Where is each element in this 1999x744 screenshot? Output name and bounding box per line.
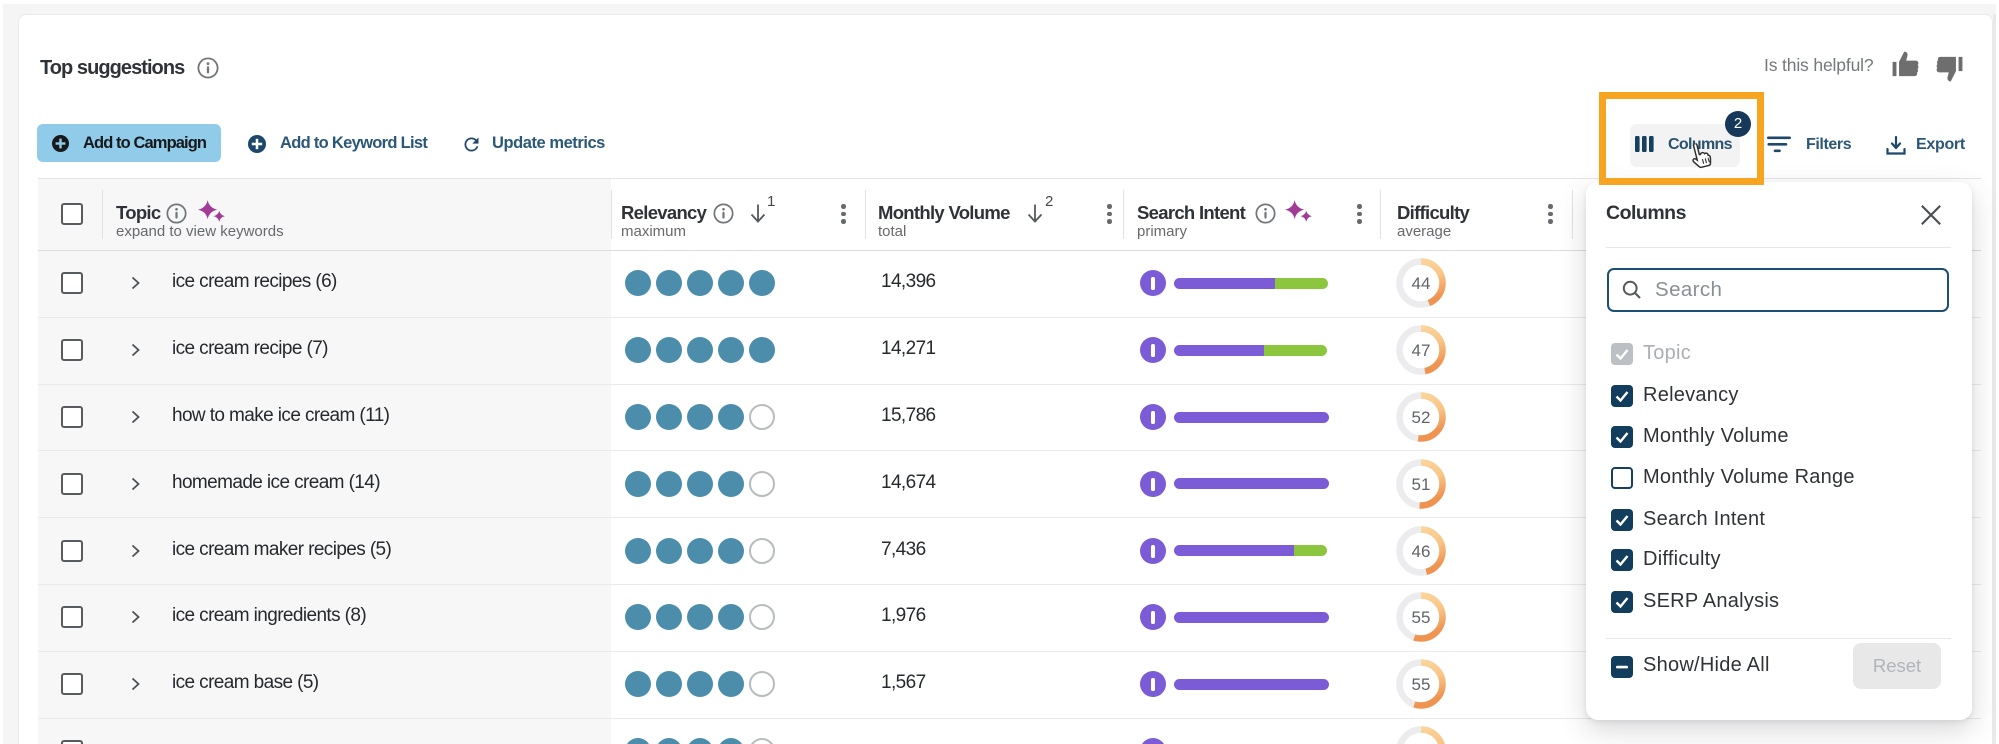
svg-text:55: 55 [1412,675,1431,694]
svg-text:44: 44 [1412,274,1431,293]
svg-text:55: 55 [1412,742,1431,744]
svg-text:51: 51 [1412,475,1431,494]
svg-text:46: 46 [1412,542,1431,561]
svg-text:47: 47 [1412,341,1431,360]
svg-text:52: 52 [1412,408,1431,427]
svg-text:55: 55 [1412,608,1431,627]
